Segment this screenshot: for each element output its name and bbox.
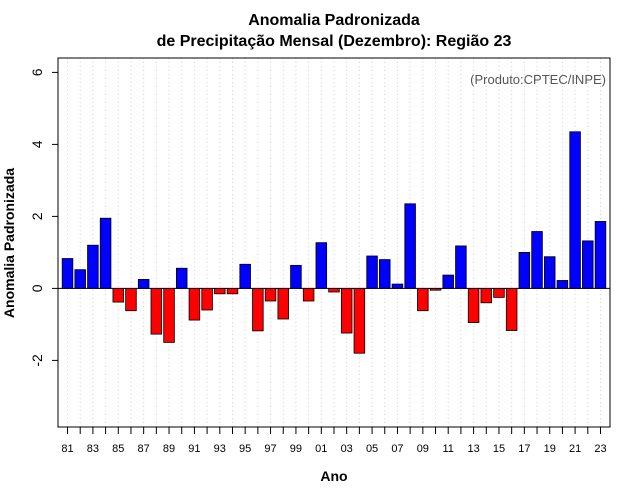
x-tick-label: 97: [264, 443, 276, 455]
bar-85: [112, 287, 125, 303]
bar-98: [277, 287, 289, 320]
bar-84: [99, 217, 112, 289]
bar-15: [493, 287, 505, 298]
y-tick-label: 2: [29, 212, 45, 220]
chart-subtitle: de Precipitação Mensal (Dezembro): Regiã…: [157, 33, 512, 50]
x-tick-label: 17: [518, 443, 530, 455]
bar-22: [582, 240, 594, 289]
x-tick-label: 85: [112, 443, 124, 455]
x-tick-label: 15: [493, 443, 505, 455]
x-tick-label: 87: [138, 443, 150, 455]
x-tick-label: 81: [61, 443, 73, 455]
bar-86: [125, 287, 137, 312]
bar-06: [379, 259, 391, 289]
x-tick-label: 99: [290, 443, 302, 455]
bar-09: [417, 287, 429, 312]
x-tick-label: 23: [594, 443, 606, 455]
bar-91: [188, 287, 201, 321]
x-tick-label: 11: [442, 443, 453, 455]
bar-19: [543, 256, 556, 289]
bar-04: [353, 287, 366, 354]
y-tick-label: -2: [29, 354, 45, 367]
bars: [61, 131, 607, 354]
gridlines: [67, 58, 601, 427]
bar-88: [150, 287, 163, 335]
bar-82: [74, 269, 86, 289]
x-tick-label: 13: [467, 443, 479, 455]
x-tick-label: 21: [569, 443, 581, 455]
bar-08: [404, 203, 416, 289]
bar-95: [239, 263, 251, 289]
x-tick-label: 09: [417, 443, 429, 455]
x-tick-label: 19: [544, 443, 556, 455]
bar-90: [175, 267, 188, 289]
bar-99: [290, 264, 302, 289]
x-tick-label: 95: [239, 443, 251, 455]
x-axis-label: Ano: [320, 468, 347, 484]
source-annotation: (Produto:CPTEC/INPE): [470, 72, 606, 87]
bar-23: [594, 221, 607, 289]
bar-96: [252, 287, 264, 332]
bar-21: [569, 131, 581, 289]
bar-00: [302, 287, 315, 302]
bar-93: [214, 287, 226, 295]
bar-20: [556, 280, 569, 289]
x-tick-label: 03: [341, 443, 353, 455]
bar-11: [442, 274, 454, 289]
x-tick-label: 07: [391, 443, 403, 455]
x-tick-label: 05: [366, 443, 378, 455]
bar-87: [137, 278, 150, 289]
bar-13: [467, 287, 480, 323]
bar-16: [505, 287, 518, 331]
plot-frame: [57, 57, 611, 428]
bar-05: [366, 255, 378, 289]
bar-97: [264, 287, 277, 302]
bar-01: [315, 242, 328, 289]
chart-title: Anomalia Padronizada: [248, 12, 420, 29]
bar-12: [455, 245, 467, 289]
x-tick-label: 83: [87, 443, 99, 455]
y-tick-label: 6: [29, 68, 45, 76]
bar-02: [328, 287, 340, 293]
x-tick-label: 01: [315, 443, 327, 455]
bar-18: [531, 231, 543, 289]
x-axis: 81 83 85 87 89 91 93 95 97 99 01 03 05 07 09 11 13 15 17 19…: [61, 427, 607, 455]
bar-03: [340, 287, 353, 334]
y-tick-label: 0: [29, 284, 45, 292]
y-axis: -2 0 2 4 6: [29, 68, 58, 367]
bar-81: [61, 258, 74, 289]
y-tick-label: 4: [29, 140, 45, 148]
x-tick-label: 93: [214, 443, 226, 455]
x-tick-label: 89: [163, 443, 175, 455]
bar-17: [518, 251, 531, 289]
bar-07: [391, 283, 404, 289]
bar-14: [480, 287, 493, 304]
bar-94: [226, 287, 239, 295]
bar-83: [87, 244, 99, 289]
bar-89: [163, 287, 175, 343]
bar-92: [201, 287, 213, 311]
y-axis-label: Anomalia Padronizada: [1, 168, 17, 318]
x-tick-label: 91: [188, 443, 200, 455]
